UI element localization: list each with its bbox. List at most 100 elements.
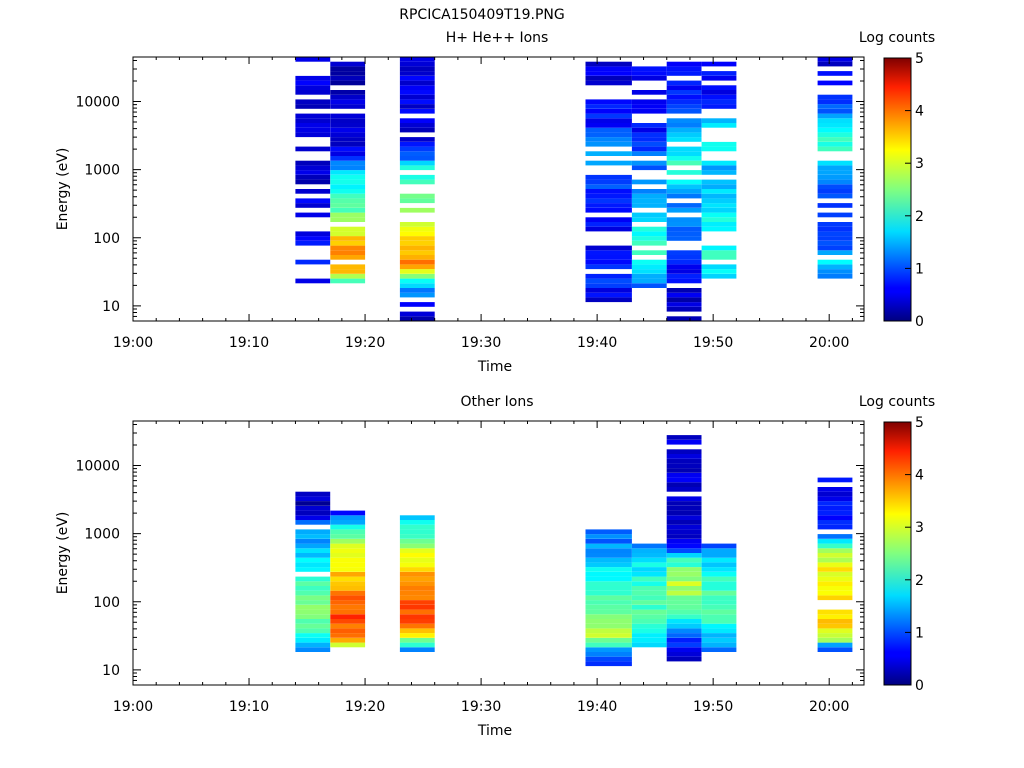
heatmap-cell bbox=[666, 439, 702, 445]
heatmap-cell bbox=[631, 264, 667, 270]
heatmap-cell bbox=[631, 278, 667, 284]
heatmap-cell bbox=[817, 174, 853, 180]
heatmap-cell bbox=[701, 637, 737, 643]
heatmap-cell bbox=[295, 132, 331, 138]
heatmap-cell bbox=[701, 71, 737, 76]
heatmap-cell bbox=[666, 231, 702, 237]
heatmap-cell bbox=[817, 127, 853, 133]
heatmap-cell bbox=[817, 520, 853, 525]
heatmap-cell bbox=[330, 614, 366, 619]
colorbar-tick-label: 4 bbox=[915, 468, 924, 484]
heatmap-cell bbox=[666, 623, 702, 629]
heatmap-cell bbox=[701, 99, 737, 105]
heatmap-cell bbox=[399, 316, 435, 321]
x-tick-label: 20:00 bbox=[809, 335, 849, 351]
heatmap-cell bbox=[631, 619, 667, 624]
heatmap-cell bbox=[585, 609, 632, 615]
heatmap-cell bbox=[295, 534, 331, 539]
heatmap-cell bbox=[631, 108, 667, 114]
colorbar-tick-label: 1 bbox=[915, 625, 924, 641]
heatmap-cell bbox=[295, 590, 331, 596]
heatmap-cell bbox=[701, 576, 737, 582]
heatmap-cell bbox=[330, 623, 366, 629]
heatmap-cell bbox=[666, 463, 702, 469]
heatmap-cell bbox=[631, 576, 667, 582]
heatmap-cell bbox=[817, 590, 853, 596]
heatmap-cell bbox=[631, 600, 667, 605]
heatmap-cell bbox=[817, 524, 853, 530]
heatmap-cell bbox=[399, 590, 435, 596]
heatmap-cell bbox=[585, 118, 632, 123]
heatmap-cell bbox=[585, 283, 632, 288]
heatmap-cell bbox=[666, 449, 702, 454]
heatmap-cell bbox=[817, 160, 853, 166]
heatmap-cell bbox=[666, 184, 702, 189]
heatmap-cell bbox=[666, 316, 702, 321]
heatmap-cell bbox=[666, 193, 702, 199]
heatmap-cell bbox=[585, 71, 632, 76]
heatmap-cell bbox=[399, 600, 435, 605]
heatmap-cell bbox=[330, 174, 366, 180]
heatmap-cell bbox=[399, 567, 435, 572]
heatmap-cell bbox=[817, 505, 853, 511]
heatmap-cell bbox=[330, 207, 366, 213]
heatmap-cell bbox=[330, 184, 366, 189]
heatmap-cell bbox=[666, 505, 702, 511]
heatmap-cell bbox=[666, 170, 702, 175]
heatmap-cell bbox=[631, 231, 667, 237]
heatmap-cell bbox=[701, 619, 737, 624]
heatmap-cell bbox=[631, 160, 667, 166]
heatmap-cell bbox=[817, 236, 853, 241]
heatmap-cell bbox=[817, 245, 853, 251]
heatmap-cell bbox=[631, 604, 667, 610]
heatmap-cell bbox=[330, 543, 366, 549]
heatmap-cell bbox=[701, 590, 737, 596]
heatmap-cell bbox=[585, 581, 632, 586]
heatmap-cell bbox=[399, 255, 435, 260]
heatmap-cell bbox=[399, 647, 435, 652]
heatmap-cell bbox=[295, 236, 331, 241]
heatmap-cell bbox=[631, 151, 667, 156]
heatmap-cell bbox=[817, 222, 853, 227]
heatmap-cell bbox=[666, 108, 702, 114]
colorbar-gradient bbox=[883, 57, 912, 322]
heatmap-cell bbox=[399, 515, 435, 520]
heatmap-cell bbox=[701, 543, 737, 549]
heatmap-cell bbox=[585, 571, 632, 577]
heatmap-cell bbox=[330, 567, 366, 572]
heatmap-cell bbox=[295, 491, 331, 497]
heatmap-cell bbox=[701, 146, 737, 152]
heatmap-cell bbox=[666, 571, 702, 577]
heatmap-cell bbox=[330, 529, 366, 535]
heatmap-cell bbox=[295, 80, 331, 86]
heatmap-cell bbox=[295, 127, 331, 133]
heatmap-cell bbox=[399, 614, 435, 619]
heatmap-cell bbox=[585, 548, 632, 553]
x-axis-label: Time bbox=[477, 359, 512, 375]
heatmap-cell bbox=[330, 548, 366, 553]
heatmap-cell bbox=[701, 203, 737, 208]
heatmap-cell bbox=[701, 557, 737, 563]
heatmap-cell bbox=[330, 637, 366, 643]
heatmap-cell bbox=[817, 567, 853, 572]
heatmap-cell bbox=[585, 529, 632, 535]
heatmap-cell bbox=[666, 543, 702, 549]
heatmap-cell bbox=[399, 222, 435, 227]
axes: 19:00 19:10 19:20 19:30 19:40 19:50 20:00 10 100… bbox=[75, 57, 864, 351]
heatmap-cell bbox=[399, 108, 435, 114]
heatmap-cell bbox=[631, 236, 667, 241]
heatmap-cell bbox=[666, 553, 702, 558]
heatmap-cells bbox=[295, 57, 853, 321]
heatmap-cell bbox=[666, 576, 702, 582]
heatmap-cell bbox=[295, 496, 331, 502]
heatmap-cell bbox=[701, 226, 737, 232]
heatmap-cell bbox=[666, 496, 702, 502]
heatmap-cell bbox=[399, 141, 435, 147]
heatmap-cell bbox=[666, 292, 702, 298]
figure-filename: RPCICA150409T19.PNG bbox=[399, 7, 564, 23]
heatmap-cell bbox=[817, 642, 853, 648]
heatmap-cell bbox=[399, 637, 435, 643]
heatmap-cell bbox=[666, 642, 702, 648]
heatmap-cell bbox=[631, 179, 667, 185]
heatmap-cell bbox=[666, 306, 702, 312]
